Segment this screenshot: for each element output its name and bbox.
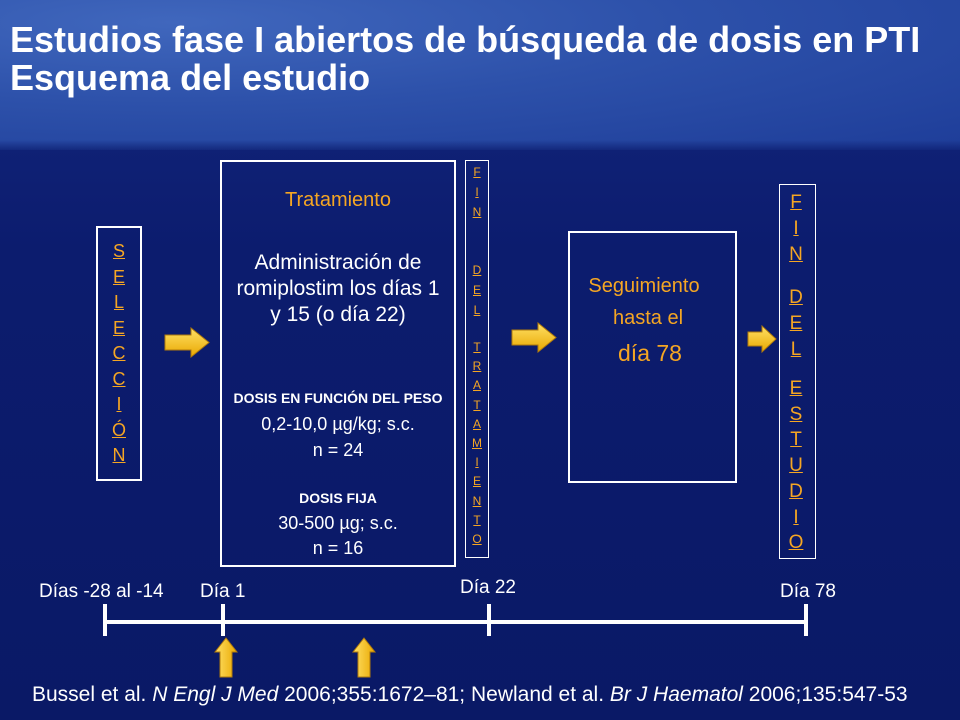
slide-title: Estudios fase I abiertos de búsqueda de …	[10, 21, 920, 97]
treatment-box	[220, 160, 456, 567]
selection-box	[96, 226, 142, 481]
vertical-letter: N	[472, 205, 482, 219]
timeline-label-screening: Días -28 al -14	[39, 581, 164, 602]
vertical-letter: E	[472, 283, 481, 297]
vertical-letter: Ó	[111, 419, 126, 440]
vertical-letter: L	[790, 339, 802, 360]
fixed-dose-label: DOSIS FIJA	[299, 490, 377, 506]
vertical-letter: F	[473, 165, 481, 179]
timeline-tick-day78	[804, 604, 808, 636]
end-of-study-box	[779, 184, 816, 559]
header-band	[0, 0, 960, 150]
vertical-letter: I	[793, 218, 799, 239]
vertical-letter: O	[472, 532, 482, 547]
timeline-tick-screening	[103, 604, 107, 636]
vertical-letter: D	[789, 287, 803, 308]
vertical-letter: T	[473, 340, 481, 354]
vertical-letter: I	[475, 185, 479, 199]
vertical-letter: E	[112, 317, 125, 338]
timeline-axis	[104, 620, 807, 624]
timeline-label-day78: Día 78	[780, 581, 836, 602]
vertical-letter: R	[472, 359, 482, 374]
citation-reference-2: 2006;135:547-53	[742, 683, 908, 706]
vertical-letter: T	[473, 397, 481, 412]
vertical-letter: N	[472, 493, 482, 508]
vertical-letter: D	[472, 263, 482, 277]
vertical-letter: I	[793, 506, 799, 528]
right-arrow-icon	[511, 321, 557, 358]
weight-dose-value: 0,2-10,0 µg/kg; s.c.	[261, 414, 415, 434]
right-arrow-icon	[164, 326, 210, 363]
vertical-letter: M	[472, 436, 482, 451]
end-of-treatment-box	[465, 160, 489, 558]
vertical-letter: E	[472, 474, 481, 489]
fixed-dose-n: n = 16	[312, 538, 364, 558]
vertical-letter: N	[789, 244, 803, 265]
vertical-letter: S	[112, 241, 125, 261]
vertical-letter: C	[112, 368, 126, 389]
vertical-letter: D	[789, 480, 803, 502]
vertical-letter: T	[473, 512, 481, 527]
weight-dose-n: n = 24	[312, 440, 364, 460]
administration-line: y 15 (o día 22)	[270, 303, 406, 326]
citation-journal-1: N Engl J Med	[152, 683, 279, 706]
vertical-letter: A	[472, 378, 481, 393]
citation: Bussel et al. N Engl J Med 2006;355:1672…	[32, 683, 908, 707]
vertical-letter: E	[789, 378, 803, 399]
vertical-letter: L	[473, 303, 481, 317]
vertical-letter: F	[790, 192, 802, 213]
follow-up-box	[568, 231, 737, 483]
timeline-tick-day1	[221, 604, 225, 636]
title-line-1: Estudios fase I abiertos de búsqueda de …	[10, 19, 921, 60]
timeline-label-day22: Día 22	[460, 577, 516, 598]
vertical-letter: E	[789, 313, 803, 334]
timeline-label-day1: Día 1	[200, 581, 246, 602]
vertical-letter: L	[113, 292, 124, 312]
timeline-tick-day22	[487, 604, 491, 636]
right-arrow-icon	[747, 324, 777, 358]
citation-journal-2: Br J Haematol	[609, 683, 743, 706]
vertical-letter: I	[475, 455, 479, 470]
up-arrow-icon	[351, 637, 377, 683]
vertical-letter: N	[112, 445, 126, 465]
citation-authors-1: Bussel et al.	[32, 683, 153, 706]
vertical-letter: O	[788, 532, 804, 554]
administration-line: romiplostim los días 1	[236, 277, 440, 300]
vertical-letter: C	[112, 343, 126, 363]
administration-line: Administración de	[254, 251, 422, 274]
treatment-heading: Tratamiento	[285, 189, 391, 211]
fixed-dose-value: 30-500 µg; s.c.	[278, 513, 398, 533]
follow-up-until: hasta el	[612, 307, 684, 329]
vertical-letter: A	[472, 416, 481, 431]
treatment-administration: Administración de romiplostim los días 1…	[222, 250, 454, 328]
weight-dose-label: DOSIS EN FUNCIÓN DEL PESO	[233, 390, 443, 406]
up-arrow-icon	[213, 637, 239, 683]
vertical-letter: U	[789, 455, 803, 477]
title-line-2: Esquema del estudio	[10, 57, 371, 98]
vertical-letter: S	[789, 403, 803, 425]
citation-reference-1: 2006;355:1672–81; Newland et al.	[278, 683, 610, 706]
vertical-letter: E	[112, 266, 125, 287]
vertical-letter: T	[790, 429, 802, 451]
follow-up-title: Seguimiento	[588, 275, 700, 297]
vertical-letter: I	[116, 394, 122, 414]
follow-up-day: día 78	[618, 340, 682, 366]
